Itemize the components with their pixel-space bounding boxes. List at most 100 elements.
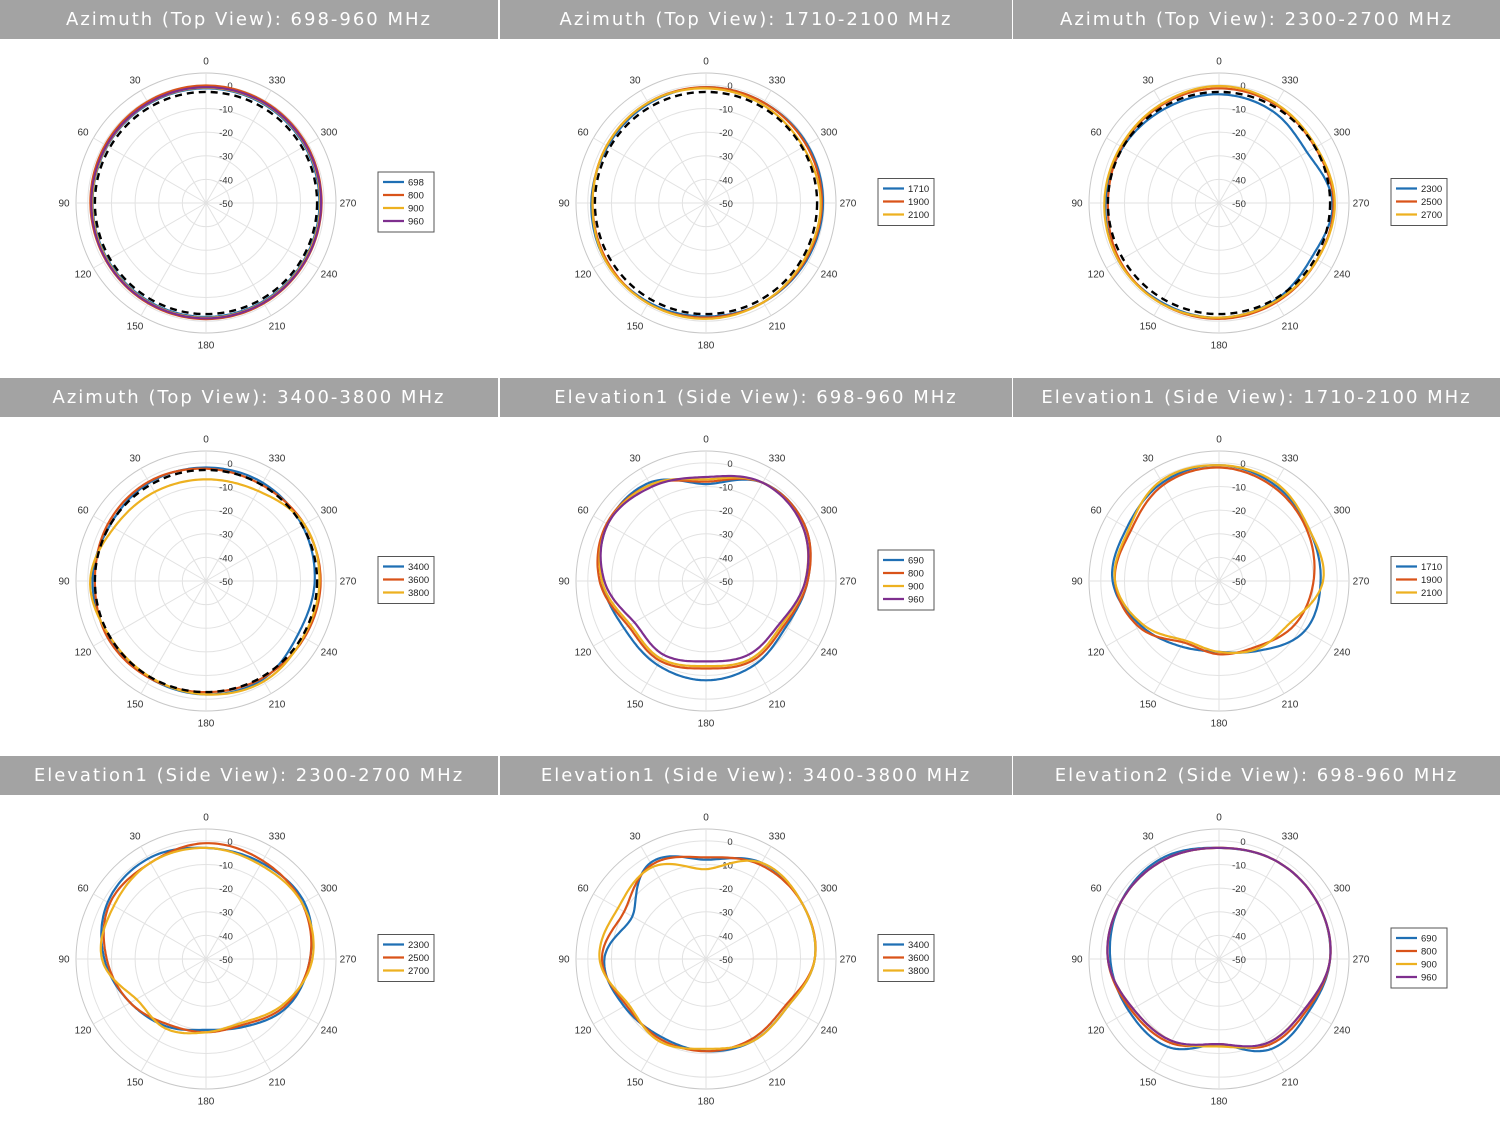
angle-tick-label: 210 <box>1282 1077 1299 1088</box>
grid-spoke <box>1218 137 1332 204</box>
legend-label: 800 <box>408 191 424 202</box>
radial-tick-label: -30 <box>1232 530 1246 541</box>
grid-spoke <box>1106 202 1220 269</box>
radial-tick-label: -20 <box>1232 884 1246 895</box>
radial-tick-label: -40 <box>219 175 233 186</box>
grid-spoke <box>640 90 707 204</box>
chart-panel: Elevation1 (Side View): 3400-3800 MHz 0 30… <box>500 756 1012 1125</box>
series-line-1900 <box>1113 466 1316 656</box>
angle-tick-label: 210 <box>1282 321 1299 332</box>
grid-spoke <box>705 580 772 694</box>
angle-tick-label: 120 <box>1088 1026 1105 1037</box>
angle-tick-label: 90 <box>1071 955 1083 966</box>
angle-tick-label: 150 <box>1140 1077 1157 1088</box>
radial-tick-label: -10 <box>719 482 733 493</box>
grid-spoke <box>1106 137 1220 204</box>
angle-tick-label: 120 <box>575 270 592 281</box>
radial-tick-label: -30 <box>219 908 233 919</box>
radial-tick-label: -20 <box>219 128 233 139</box>
legend-label: 2700 <box>408 966 429 977</box>
angle-tick-label: 90 <box>58 955 70 966</box>
angle-tick-label: 60 <box>77 884 89 895</box>
grid-spoke <box>640 958 707 1072</box>
legend-label: 900 <box>1421 960 1437 971</box>
legend-label: 960 <box>1421 973 1437 984</box>
legend-label: 960 <box>408 217 424 228</box>
legend: 1710 1900 2100 <box>1390 556 1448 604</box>
angle-tick-label: 240 <box>321 270 338 281</box>
legend: 3400 3600 3800 <box>877 934 935 982</box>
chart-title: Azimuth (Top View): 1710-2100 MHz <box>500 0 1012 39</box>
polar-plot: 0 30 60 90 120 150 180 210 240 270 300 330 0 -10 -20 -3… <box>58 435 435 730</box>
radial-tick-label: -50 <box>719 955 733 966</box>
series-line-3800 <box>598 859 817 1050</box>
chart-panel: Azimuth (Top View): 3400-3800 MHz 0 30 60 90… <box>0 378 498 747</box>
legend-label: 3800 <box>408 588 429 599</box>
radial-tick-label: -50 <box>1232 199 1246 210</box>
grid-spoke <box>1153 202 1220 316</box>
grid-spoke <box>593 958 707 1025</box>
angle-tick-label: 210 <box>269 1077 286 1088</box>
angle-tick-label: 150 <box>627 1077 644 1088</box>
radial-tick-label: -30 <box>719 908 733 919</box>
radial-tick-label: 0 <box>1240 837 1245 848</box>
chart-title: Elevation1 (Side View): 2300-2700 MHz <box>0 756 498 795</box>
series-line-960 <box>599 474 810 663</box>
angle-tick-label: 270 <box>340 955 357 966</box>
legend-label: 800 <box>1421 947 1437 958</box>
angle-tick-label: 330 <box>769 76 786 87</box>
grid-spoke <box>593 893 707 960</box>
grid-spoke <box>205 202 272 316</box>
angle-tick-label: 60 <box>1090 506 1102 517</box>
angle-tick-label: 330 <box>1282 454 1299 465</box>
polar-plot: 0 30 60 90 120 150 180 210 240 270 300 330 0 -10 -20 -3… <box>58 813 435 1108</box>
grid-spoke <box>1218 580 1285 694</box>
angle-tick-label: 270 <box>1353 577 1370 588</box>
grid-spoke <box>705 202 819 269</box>
angle-tick-label: 330 <box>269 76 286 87</box>
angle-tick-label: 240 <box>321 1026 338 1037</box>
angle-tick-label: 270 <box>1353 199 1370 210</box>
polar-grid <box>75 450 337 712</box>
radial-tick-label: 0 <box>227 81 232 92</box>
radial-tick-label: -20 <box>1232 128 1246 139</box>
grid-spoke <box>705 958 819 1025</box>
angle-tick-label: 240 <box>821 270 838 281</box>
angle-tick-label: 120 <box>575 1026 592 1037</box>
chart-title: Elevation1 (Side View): 1710-2100 MHz <box>1013 378 1500 417</box>
angle-tick-label: 60 <box>77 128 89 139</box>
grid-spoke <box>1106 515 1220 582</box>
angle-tick-label: 210 <box>269 321 286 332</box>
legend: 690 800 900 960 <box>877 549 935 611</box>
angle-tick-label: 150 <box>127 1077 144 1088</box>
grid-spoke <box>1153 846 1220 960</box>
angle-tick-label: 210 <box>769 321 786 332</box>
radial-tick-label: -30 <box>1232 152 1246 163</box>
angle-tick-label: 60 <box>1090 128 1102 139</box>
radial-tick-label: 0 <box>1240 459 1245 470</box>
grid-spoke <box>705 137 819 204</box>
angle-tick-label: 120 <box>75 648 92 659</box>
radial-tick-label: -50 <box>219 955 233 966</box>
legend-label: 3400 <box>408 562 429 573</box>
angle-tick-label: 300 <box>321 128 338 139</box>
angle-tick-label: 30 <box>1142 832 1154 843</box>
grid-spoke <box>140 202 207 316</box>
angle-tick-label: 60 <box>77 506 89 517</box>
grid-spoke <box>140 846 207 960</box>
grid-spoke <box>1218 90 1285 204</box>
angle-tick-label: 210 <box>1282 699 1299 710</box>
angle-tick-label: 0 <box>203 435 209 446</box>
radial-tick-label: 0 <box>227 837 232 848</box>
radial-tick-label: -30 <box>719 152 733 163</box>
chart-title: Elevation1 (Side View): 3400-3800 MHz <box>500 756 1012 795</box>
angle-tick-label: 240 <box>1334 648 1351 659</box>
angle-tick-label: 150 <box>1140 321 1157 332</box>
angle-tick-label: 150 <box>1140 699 1157 710</box>
angle-tick-label: 270 <box>840 199 857 210</box>
grid-spoke <box>205 893 319 960</box>
legend-label: 900 <box>908 582 924 593</box>
radial-tick-label: -40 <box>1232 553 1246 564</box>
radial-tick-label: -20 <box>1232 506 1246 517</box>
grid-spoke <box>1153 958 1220 1072</box>
